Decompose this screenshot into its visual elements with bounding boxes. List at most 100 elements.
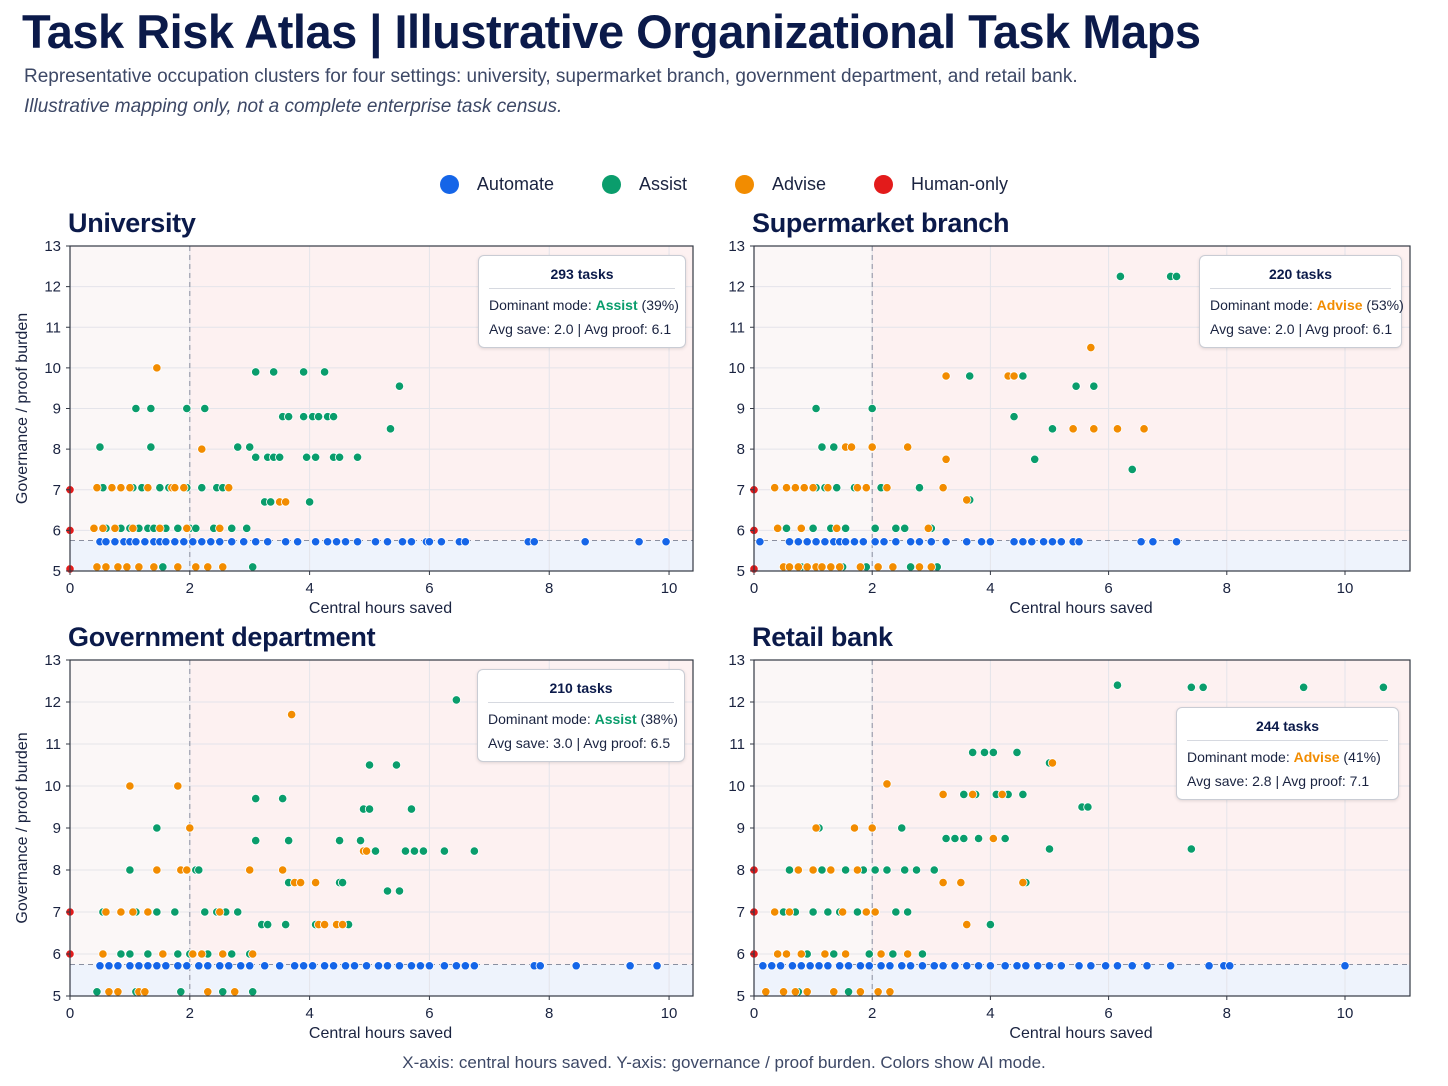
point-assist <box>95 442 105 452</box>
point-automate <box>823 961 833 971</box>
point-automate <box>203 961 213 971</box>
point-automate <box>245 961 255 971</box>
point-advise <box>224 483 234 493</box>
point-assist <box>248 562 258 572</box>
point-assist <box>973 833 984 844</box>
x-tick-label: 4 <box>986 580 994 597</box>
point-assist <box>864 949 874 959</box>
point-assist <box>364 760 375 770</box>
point-automate <box>775 961 786 971</box>
y-tick-label: 6 <box>53 522 61 539</box>
point-assist <box>275 452 285 462</box>
point-advise <box>938 483 948 493</box>
point-assist <box>409 846 420 856</box>
point-advise <box>846 442 857 452</box>
point-assist <box>406 804 417 814</box>
point-automate <box>299 961 309 971</box>
point-automate <box>1086 961 1096 971</box>
y-tick-label: 6 <box>737 946 745 963</box>
point-automate <box>811 537 821 547</box>
point-automate <box>1056 961 1066 971</box>
point-automate <box>767 961 777 971</box>
point-advise <box>903 442 913 452</box>
legend-marker-assist <box>601 174 621 194</box>
point-automate <box>1009 537 1019 547</box>
point-advise <box>808 483 818 493</box>
x-tick-label: 10 <box>661 580 678 597</box>
point-automate <box>406 961 417 971</box>
legend-label: Assist <box>638 173 687 194</box>
point-assist <box>394 886 405 896</box>
legend-item-human-only: Human-only <box>874 174 1008 195</box>
point-assist <box>811 403 821 414</box>
point-advise <box>116 907 126 917</box>
point-assist <box>242 523 252 533</box>
point-assist <box>334 835 345 846</box>
point-advise <box>203 987 213 997</box>
point-advise <box>799 483 809 493</box>
x-tick-label: 6 <box>1104 1005 1112 1022</box>
point-advise <box>107 483 117 493</box>
point-automate <box>188 537 198 547</box>
point-advise <box>802 562 812 572</box>
point-automate <box>460 961 470 971</box>
point-automate <box>140 537 150 547</box>
point-automate <box>406 537 417 547</box>
y-tick-label: 8 <box>737 441 745 458</box>
point-automate <box>215 537 225 547</box>
point-assist <box>1030 454 1040 464</box>
point-advise <box>278 865 288 875</box>
point-automate <box>802 537 812 547</box>
point-advise <box>882 779 892 789</box>
point-advise <box>218 949 228 959</box>
x-axis-label: Central hours saved <box>309 1025 452 1042</box>
point-advise <box>956 877 966 888</box>
point-automate <box>293 537 303 547</box>
point-assist <box>959 833 969 844</box>
point-advise <box>796 523 806 533</box>
point-assist <box>469 846 479 856</box>
point-advise <box>173 781 183 791</box>
x-tick-label: 10 <box>1337 1005 1354 1022</box>
point-assist <box>191 523 201 533</box>
point-automate <box>460 537 470 547</box>
point-advise <box>903 949 913 959</box>
point-automate <box>976 537 987 547</box>
point-automate <box>424 537 435 547</box>
point-advise <box>1068 424 1078 434</box>
point-automate <box>143 961 153 971</box>
point-automate <box>340 961 351 971</box>
point-assist <box>1000 833 1010 844</box>
point-advise <box>790 483 800 493</box>
point-automate <box>843 961 854 971</box>
point-advise <box>861 907 871 917</box>
point-advise <box>311 877 321 888</box>
point-automate <box>352 537 363 547</box>
point-assist <box>158 562 168 572</box>
point-advise <box>319 919 330 930</box>
point-advise <box>888 562 898 572</box>
point-assist <box>870 865 880 875</box>
point-assist <box>781 523 792 533</box>
y-tick-label: 8 <box>53 862 61 879</box>
point-assist <box>176 987 186 997</box>
point-automate <box>308 961 318 971</box>
x-tick-label: 0 <box>750 580 758 597</box>
x-tick-label: 2 <box>868 1005 876 1022</box>
point-automate <box>870 537 880 547</box>
point-automate <box>194 961 204 971</box>
point-automate <box>1047 537 1058 547</box>
point-automate <box>152 961 162 971</box>
point-automate <box>625 961 635 971</box>
point-automate <box>179 537 189 547</box>
point-assist <box>841 865 851 875</box>
point-assist <box>251 793 261 804</box>
x-tick-label: 6 <box>425 580 433 597</box>
point-automate <box>580 537 590 547</box>
point-assist <box>152 823 162 833</box>
point-automate <box>755 537 765 547</box>
point-assist <box>852 907 863 917</box>
y-tick-label: 12 <box>728 279 745 296</box>
point-assist <box>146 403 156 414</box>
y-tick-label: 7 <box>737 904 745 921</box>
